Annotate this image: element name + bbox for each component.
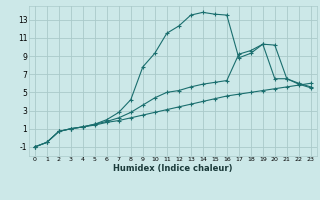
X-axis label: Humidex (Indice chaleur): Humidex (Indice chaleur) [113,164,233,173]
